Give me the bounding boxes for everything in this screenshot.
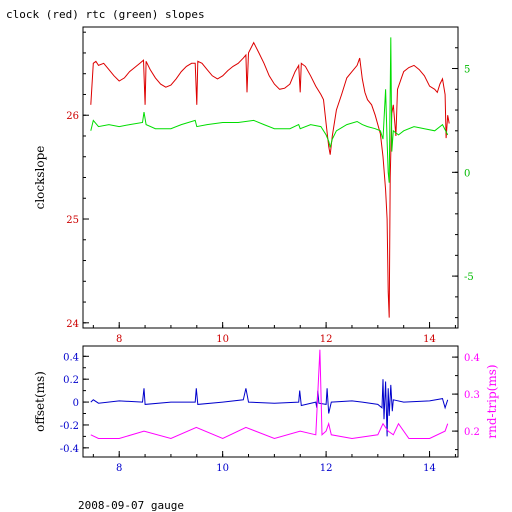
bottom-panel: 8 10 12 14 -0.4 -0.2 0 0.2 0.4 0.2 0.3 0.4 offset(ms… xyxy=(33,345,499,474)
plot-frame xyxy=(82,26,459,329)
y2-axis-label: rnd-trip(ms) xyxy=(485,364,499,438)
y-tick-label: 24 xyxy=(66,319,79,330)
y2-tick-label: 5 xyxy=(464,65,470,76)
y-tick-label: 0.4 xyxy=(63,352,79,363)
series-rnd-trip xyxy=(90,349,449,440)
y-axis-label: offset(ms) xyxy=(33,371,47,432)
chart-title: clock (red) rtc (green) slopes xyxy=(6,8,205,21)
y-tick-label: 0 xyxy=(73,398,79,409)
x-tick-label: 12 xyxy=(320,334,333,345)
series-clock xyxy=(90,41,450,318)
y2-tick-label: -5 xyxy=(464,272,474,283)
y-tick-label: 26 xyxy=(66,111,79,122)
y-tick-label: -0.4 xyxy=(60,444,79,455)
plot-frame xyxy=(82,345,459,458)
y-tick-label: 25 xyxy=(66,215,79,226)
y2-tick-label: 0.2 xyxy=(464,427,480,438)
x-tick-label: 14 xyxy=(423,334,436,345)
y-axis-label: clockslope xyxy=(33,146,47,210)
x-tick-label: 10 xyxy=(216,463,229,474)
y2-tick-label: 0.4 xyxy=(464,353,480,364)
y-tick-label: -0.2 xyxy=(60,421,79,432)
footer-label: 2008-09-07 gauge xyxy=(78,499,184,512)
x-tick-label: 10 xyxy=(216,334,229,345)
series-offset xyxy=(90,379,449,437)
series-rtc xyxy=(90,37,449,183)
x-tick-label: 8 xyxy=(116,463,122,474)
y2-tick-label: 0 xyxy=(464,168,470,179)
x-tick-label: 12 xyxy=(320,463,333,474)
x-tick-label: 14 xyxy=(423,463,436,474)
x-tick-label: 8 xyxy=(116,334,122,345)
y-tick-label: 0.2 xyxy=(63,375,79,386)
y2-tick-label: 0.3 xyxy=(464,390,480,401)
top-panel: 8 10 12 14 24 25 26 -5 0 5 clockslope xyxy=(33,26,474,345)
